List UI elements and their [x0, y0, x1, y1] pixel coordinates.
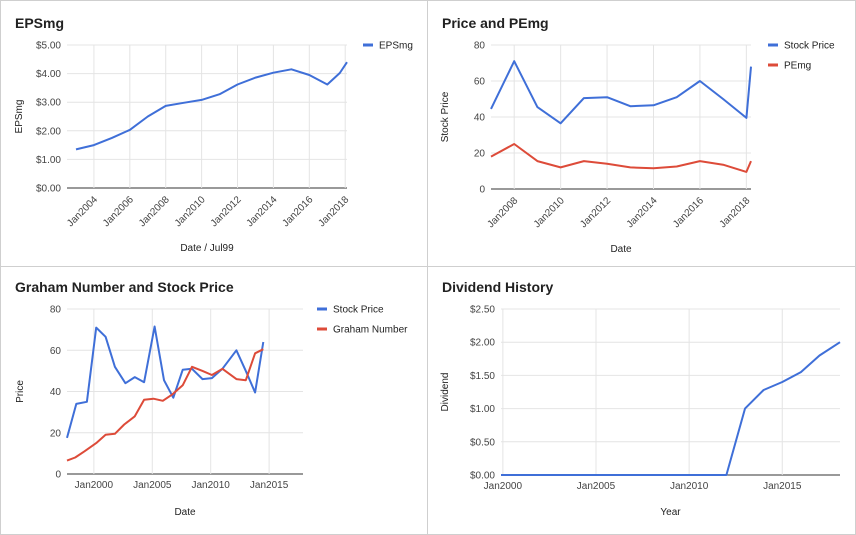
chart-svg-epsmg: EPSmg $0.00 $1.00 $2.00 $3.00 $4.00 $5.00 Jan20…: [14, 15, 413, 254]
x-tick-label: Jan2010: [173, 194, 208, 229]
chart-svg-dividend-history: Dividend History $0.00 $0.50 $1.00 $1.50 $2.0…: [440, 279, 841, 518]
x-tick-label: Jan2014: [625, 195, 660, 230]
y-tick-label: $2.50: [470, 305, 495, 316]
x-tick-label: Jan2004: [65, 194, 100, 229]
y-tick-label: 80: [474, 41, 486, 52]
series-line-stock-price: [490, 60, 752, 125]
x-tick-label: Jan2000: [75, 480, 114, 491]
x-tick-label: Jan2018: [718, 195, 753, 230]
x-tick-label: Jan2014: [245, 194, 280, 229]
x-tick-label: Jan2000: [484, 481, 523, 492]
y-axis-title: Dividend: [440, 373, 451, 412]
chart-svg-price-pemg: Price and PEmg 0 20 40 60 80 Jan2008 Jan2010 Jan…: [440, 15, 835, 255]
y-axis-title: EPSmg: [14, 100, 25, 134]
y-tick-label: $4.00: [36, 69, 61, 80]
y-tick-label: 60: [474, 77, 486, 88]
x-tick-label: Jan2016: [281, 194, 316, 229]
chart-title: Price and PEmg: [442, 15, 549, 31]
x-tick-label: Jan2016: [671, 195, 706, 230]
y-axis-title: Price: [15, 380, 26, 403]
x-tick-label: Jan2005: [133, 480, 172, 491]
legend-label: Stock Price: [333, 305, 384, 316]
y-tick-label: $0.00: [36, 184, 61, 195]
chart-title: Graham Number and Stock Price: [15, 279, 234, 295]
y-tick-label: 60: [50, 346, 62, 357]
series-line-dividend: [501, 341, 841, 476]
legend-label: EPSmg: [379, 41, 413, 52]
chart-panel-epsmg: EPSmg $0.00 $1.00 $2.00 $3.00 $4.00 $5.00 Jan20…: [0, 0, 428, 267]
y-tick-label: $1.50: [470, 371, 495, 382]
x-axis-title: Date: [610, 244, 632, 255]
chart-panel-dividend-history: Dividend History $0.00 $0.50 $1.00 $1.50 $2.0…: [427, 266, 856, 535]
y-tick-label: 40: [474, 113, 486, 124]
x-tick-label: Jan2006: [101, 194, 136, 229]
x-tick-label: Jan2010: [670, 481, 709, 492]
x-tick-label: Jan2015: [250, 480, 289, 491]
y-tick-label: $2.00: [470, 338, 495, 349]
chart-svg-graham-number: Graham Number and Stock Price 0 20 40 60 80 Ja…: [15, 279, 408, 518]
series-line-pemg: [490, 143, 752, 173]
x-axis-title: Date: [174, 507, 196, 518]
x-tick-label: Jan2008: [137, 194, 172, 229]
legend-label: Stock Price: [784, 41, 835, 52]
x-tick-label: Jan2012: [209, 194, 244, 229]
y-tick-label: $1.00: [36, 155, 61, 166]
chart-panel-graham-number: Graham Number and Stock Price 0 20 40 60 80 Ja…: [0, 266, 428, 535]
y-tick-label: $1.00: [470, 404, 495, 415]
y-axis-title: Stock Price: [440, 91, 451, 142]
y-tick-label: 0: [55, 470, 61, 481]
x-tick-label: Jan2012: [578, 195, 613, 230]
x-axis-title: Year: [660, 507, 681, 518]
series-line-stock-price: [66, 325, 265, 439]
x-axis-title: Date / Jul99: [180, 243, 234, 254]
y-tick-label: 80: [50, 305, 62, 316]
y-tick-label: $0.00: [470, 471, 495, 482]
x-tick-label: Jan2018: [316, 194, 351, 229]
y-tick-label: 0: [479, 185, 485, 196]
y-tick-label: $3.00: [36, 98, 61, 109]
y-tick-label: $5.00: [36, 41, 61, 52]
y-tick-label: 20: [474, 149, 486, 160]
legend-label: Graham Number: [333, 325, 408, 336]
chart-title: Dividend History: [442, 279, 553, 295]
y-tick-label: 20: [50, 428, 62, 439]
x-tick-label: Jan2010: [192, 480, 231, 491]
chart-panel-price-pemg: Price and PEmg 0 20 40 60 80 Jan2008 Jan2010 Jan…: [427, 0, 856, 267]
x-tick-label: Jan2010: [532, 195, 567, 230]
legend-label: PEmg: [784, 61, 811, 72]
series-line-epsmg: [75, 61, 348, 151]
y-tick-label: $2.00: [36, 126, 61, 137]
series-line-graham-number: [66, 348, 264, 462]
x-tick-label: Jan2015: [763, 481, 802, 492]
chart-title: EPSmg: [15, 15, 64, 31]
x-tick-label: Jan2005: [577, 481, 616, 492]
y-tick-label: $0.50: [470, 437, 495, 448]
y-tick-label: 40: [50, 387, 62, 398]
x-tick-label: Jan2008: [485, 195, 520, 230]
